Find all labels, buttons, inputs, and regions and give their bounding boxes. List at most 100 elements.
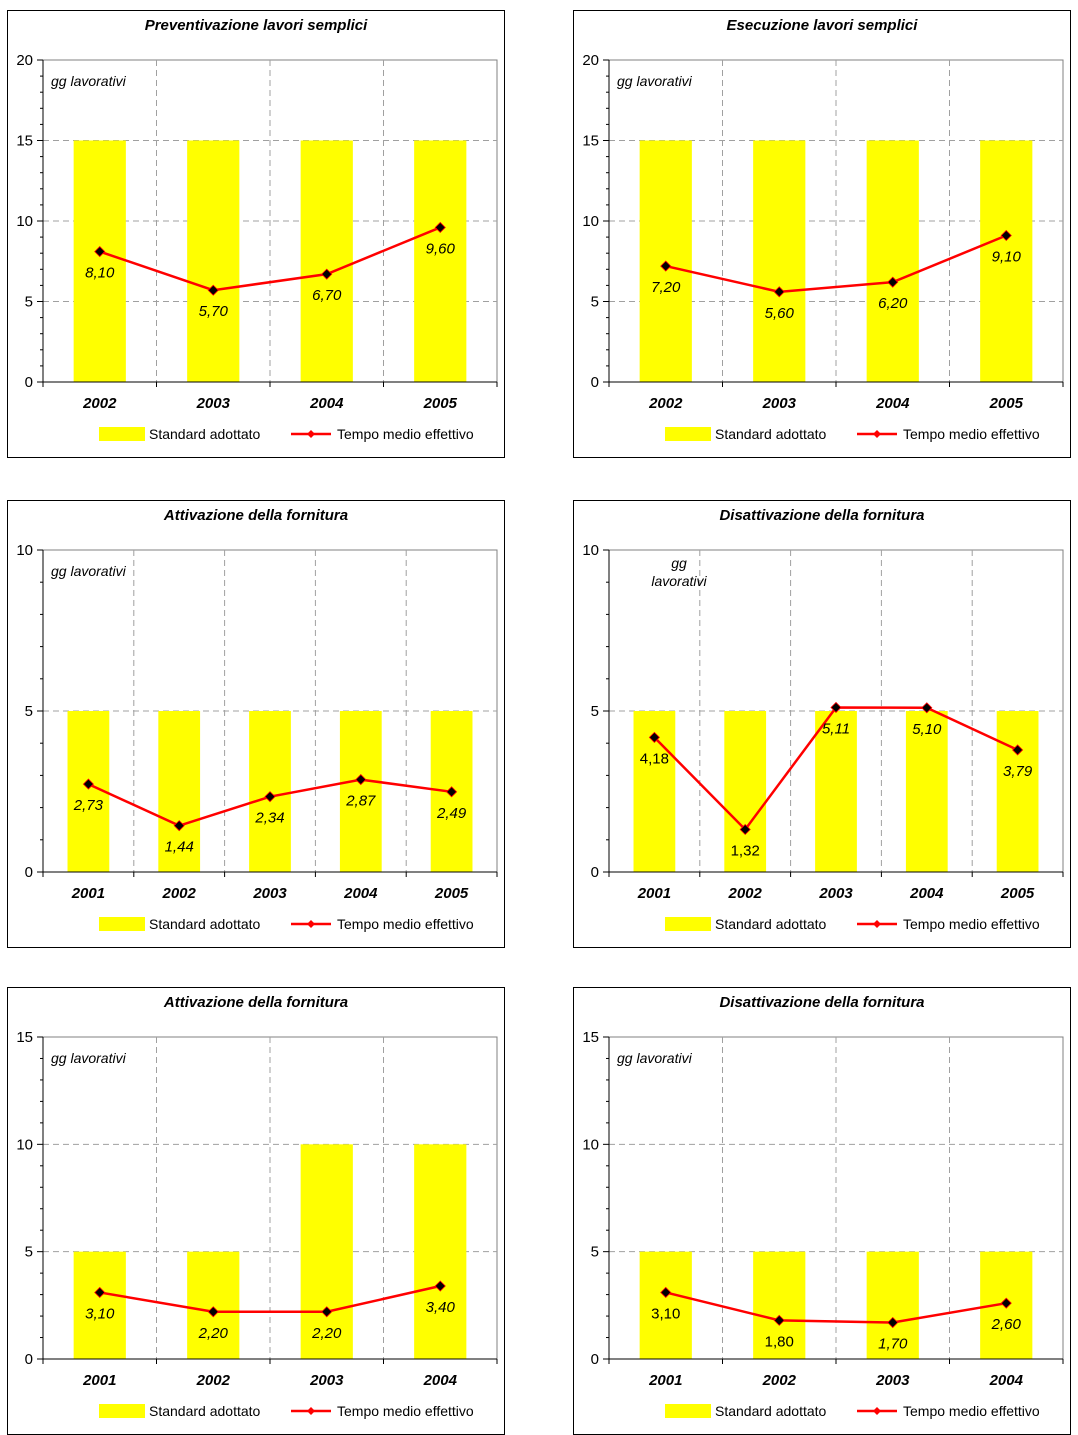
bar-standard-2001 [73, 1251, 126, 1359]
chart-svg: Esecuzione lavori semplici 0 5 10 15 20 2002 20… [573, 10, 1071, 458]
legend: Standard adottato Tempo medio effettivo [99, 426, 474, 442]
data-label-2005: 9,10 [992, 248, 1022, 265]
data-label-2002: 1,44 [165, 839, 194, 856]
x-category-label: 2003 [818, 885, 853, 902]
data-label-2004: 2,87 [345, 793, 376, 810]
legend-label-tempo: Tempo medio effettivo [903, 1403, 1040, 1419]
point-tempo-medio-2001 [660, 1286, 672, 1299]
x-category-label: 2005 [989, 395, 1024, 412]
y-tick-label: 0 [25, 864, 33, 881]
x-category-label: 2004 [343, 885, 378, 902]
y-tick-label: 0 [591, 374, 599, 391]
y-tick-label: 15 [16, 1029, 33, 1046]
legend-swatch-marker [873, 1407, 881, 1415]
x-category-label: 2002 [728, 885, 763, 902]
x-category-label: 2004 [309, 395, 344, 412]
data-label-2003: 5,11 [822, 720, 850, 737]
data-label-2004: 5,10 [912, 721, 942, 738]
x-category-label: 2002 [162, 885, 197, 902]
y-tick-label: 0 [591, 864, 599, 881]
bar-standard-2004 [866, 140, 919, 382]
chart-title: Disattivazione della fornitura [719, 507, 924, 524]
point-tempo-medio-2003 [207, 284, 219, 296]
chart-title: Attivazione della fornitura [163, 507, 348, 524]
chart-title: Attivazione della fornitura [163, 994, 348, 1011]
data-label-2004: 2,60 [991, 1316, 1022, 1333]
y-tick-label: 15 [582, 133, 599, 150]
legend-label-standard: Standard adottato [715, 426, 827, 442]
legend-label-standard: Standard adottato [149, 1403, 261, 1419]
unit-label: gg lavorativi [51, 563, 127, 579]
chart-svg: Preventivazione lavori semplici 0 5 10 15 20 2… [7, 10, 505, 458]
bar-standard-2003 [866, 1251, 919, 1359]
data-label-2002: 1,32 [731, 842, 760, 859]
legend-label-standard: Standard adottato [149, 916, 261, 932]
point-tempo-medio-2004 [355, 774, 367, 786]
y-tick-label: 20 [16, 52, 33, 69]
chart-svg: Disattivazione della fornitura 0 5 10 2001 20… [573, 500, 1071, 948]
data-label-2002: 2,20 [198, 1325, 229, 1342]
x-category-label: 2004 [423, 1372, 458, 1389]
point-tempo-medio-2001 [94, 1286, 106, 1299]
data-label-2005: 2,49 [436, 805, 467, 822]
legend: Standard adottato Tempo medio effettivo [665, 1403, 1040, 1419]
x-category-label: 2001 [71, 885, 105, 902]
data-label-2002: 7,20 [651, 279, 681, 296]
line-tempo-medio [665, 234, 1007, 294]
legend-swatch-marker [873, 920, 881, 928]
chart-svg: Attivazione della fornitura 0 5 10 15 2001 200… [7, 987, 505, 1435]
data-label-2003: 2,34 [254, 810, 284, 827]
chart-panel-disattivazione-2: Disattivazione della fornitura 0 5 10 15 2001… [573, 987, 1071, 1435]
point-tempo-medio-2004 [1000, 1297, 1012, 1309]
y-tick-label: 15 [16, 133, 33, 150]
legend-swatch-standard [665, 1404, 711, 1418]
x-category-label: 2002 [762, 1372, 797, 1389]
legend-swatch-standard [99, 1404, 145, 1418]
data-label-2001: 3,10 [85, 1305, 115, 1322]
data-label-2002: 1,80 [765, 1333, 794, 1350]
line-tempo-medio [99, 1284, 441, 1314]
chart-title: Preventivazione lavori semplici [145, 17, 368, 34]
line-tempo-medio [99, 226, 441, 292]
unit-label: gg [671, 555, 687, 571]
bar-standard-2003 [753, 140, 806, 382]
y-tick-label: 10 [16, 542, 33, 559]
legend-swatch-marker [873, 430, 881, 438]
y-tick-label: 10 [582, 213, 599, 230]
data-label-2003: 5,60 [765, 305, 795, 322]
unit-label: lavorativi [651, 573, 707, 589]
legend-label-tempo: Tempo medio effettivo [337, 1403, 474, 1419]
x-category-label: 2005 [423, 395, 458, 412]
data-label-2001: 4,18 [640, 750, 669, 767]
bar-standard-2004 [414, 1144, 467, 1359]
y-tick-label: 10 [582, 542, 599, 559]
legend-label-tempo: Tempo medio effettivo [337, 426, 474, 442]
y-tick-label: 5 [25, 1244, 33, 1261]
legend-label-standard: Standard adottato [715, 1403, 827, 1419]
data-label-2003: 5,70 [199, 303, 229, 320]
legend: Standard adottato Tempo medio effettivo [99, 1403, 474, 1419]
point-tempo-medio-2002 [207, 1306, 219, 1318]
legend-swatch-standard [665, 427, 711, 441]
chart-svg: Disattivazione della fornitura 0 5 10 15 2001… [573, 987, 1071, 1435]
data-label-2001: 3,10 [651, 1305, 680, 1322]
x-category-label: 2003 [762, 395, 797, 412]
legend: Standard adottato Tempo medio effettivo [665, 916, 1040, 932]
y-tick-label: 10 [16, 213, 33, 230]
point-tempo-medio-2003 [264, 791, 276, 803]
bar-standard-2004 [905, 711, 948, 872]
y-tick-label: 15 [582, 1029, 599, 1046]
point-tempo-medio-2005 [1012, 744, 1024, 756]
point-tempo-medio-2002 [94, 246, 106, 258]
legend-swatch-standard [99, 427, 145, 441]
point-tempo-medio-2005 [1000, 229, 1012, 242]
point-tempo-medio-2001 [648, 731, 660, 743]
bar-standard-2002 [753, 1251, 806, 1359]
point-tempo-medio-2003 [773, 286, 785, 298]
y-tick-label: 0 [591, 1351, 599, 1368]
data-label-2005: 3,79 [1003, 763, 1033, 780]
data-label-2003: 2,20 [311, 1325, 342, 1342]
x-category-label: 2003 [252, 885, 287, 902]
legend-swatch-marker [307, 920, 315, 928]
y-tick-label: 5 [25, 703, 33, 720]
